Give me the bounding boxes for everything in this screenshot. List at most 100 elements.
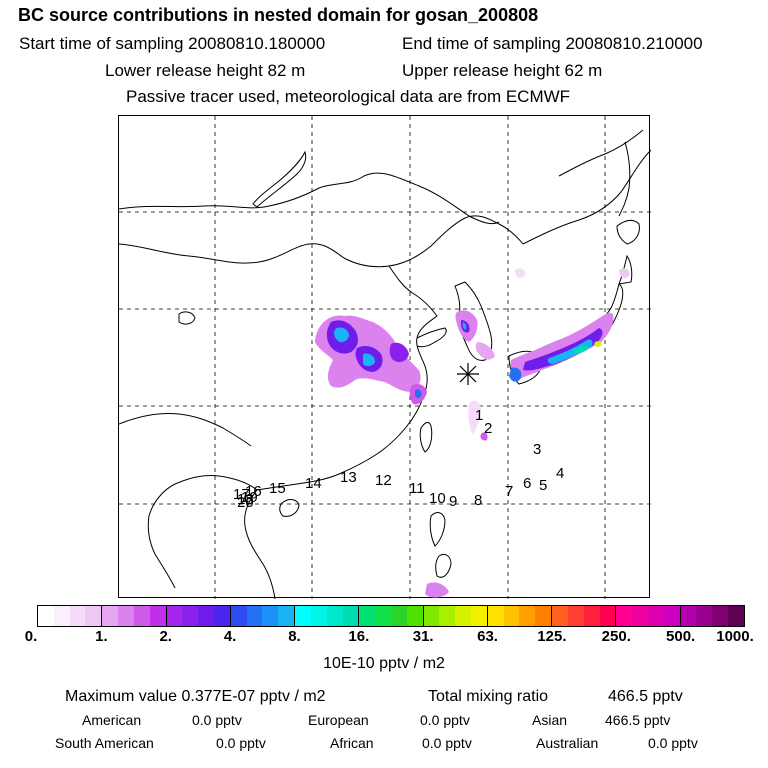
colorbar-cell	[390, 606, 407, 626]
trajectory-label: 3	[533, 441, 541, 458]
graticule	[119, 116, 651, 599]
trajectory-label: 19	[241, 489, 258, 506]
trajectory-label: 6	[523, 475, 531, 492]
colorbar-cell	[230, 606, 247, 626]
colorbar-cell	[295, 606, 311, 626]
region-value: 0.0 pptv	[420, 712, 470, 728]
colorbar-cell	[696, 606, 713, 626]
trajectory-label: 18	[237, 491, 254, 508]
colorbar-segment	[358, 606, 423, 626]
colorbar-tick-label: 0.	[24, 628, 38, 645]
colorbar-cell	[503, 606, 520, 626]
colorbar-cell	[406, 606, 423, 626]
trajectory-label: 16	[245, 483, 262, 500]
max-value-label: Maximum value 0.377E-07 pptv / m2	[65, 688, 326, 705]
colorbar-cell	[535, 606, 552, 626]
region-value: 0.0 pptv	[648, 735, 698, 751]
trajectory-label: 10	[429, 490, 446, 507]
colorbar-cell	[359, 606, 376, 626]
region-name: European	[308, 712, 369, 728]
colorbar-cell	[133, 606, 150, 626]
colorbar-tick-label: 2.	[159, 628, 172, 645]
colorbar-cell	[616, 606, 633, 626]
trajectory-label: 20	[237, 494, 254, 511]
colorbar-cell	[69, 606, 86, 626]
colorbar-tick-label: 63.	[477, 628, 498, 645]
colorbar-cell	[166, 606, 183, 626]
colorbar-cell	[663, 606, 680, 626]
colorbar-cell	[599, 606, 616, 626]
start-time-label: Start time of sampling 20080810.180000	[19, 34, 326, 53]
region-name: Australian	[536, 735, 599, 751]
colorbar-cell	[567, 606, 584, 626]
colorbar-cell	[246, 606, 263, 626]
colorbar-cell	[680, 606, 697, 626]
colorbar-cell	[326, 606, 343, 626]
coastlines	[119, 129, 651, 599]
region-value: 0.0 pptv	[216, 735, 266, 751]
colorbar-cell	[85, 606, 102, 626]
colorbar-segment	[229, 606, 295, 626]
colorbar-cell	[213, 606, 230, 626]
map-panel: 1 2 3 4 5 6 7 8 9 10 11 12 13 14 15 16 1…	[118, 115, 651, 599]
colorbar-cell	[648, 606, 664, 626]
colorbar-tick-label: 16.	[348, 628, 370, 645]
colorbar-cell	[198, 606, 214, 626]
colorbar-cell	[455, 606, 472, 626]
colorbar-cell	[342, 606, 359, 626]
total-mixing-ratio-value: 466.5 pptv	[608, 688, 683, 705]
trajectory-labels: 1 2 3 4 5 6 7 8 9 10 11 12 13 14 15 16 1…	[233, 407, 564, 511]
upper-release-height-label: Upper release height 62 m	[402, 61, 603, 80]
colorbar-segment	[615, 606, 680, 626]
colorbar-segment	[165, 606, 230, 626]
colorbar-cell	[632, 606, 649, 626]
colorbar-cell	[310, 606, 327, 626]
trajectory-label: 11	[409, 480, 425, 497]
colorbar-segment	[679, 606, 744, 626]
trajectory-label: 4	[556, 465, 564, 482]
colorbar-segment	[101, 606, 166, 626]
colorbar-tick-label: 4.	[223, 628, 237, 645]
colorbar-cell	[487, 606, 504, 626]
region-name: Asian	[532, 712, 568, 728]
trajectory-label: 14	[305, 475, 322, 492]
end-time-label: End time of sampling 20080810.210000	[402, 34, 703, 53]
map-canvas: 1 2 3 4 5 6 7 8 9 10 11 12 13 14 15 16 1…	[119, 116, 651, 599]
region-value: 0.0 pptv	[422, 735, 472, 751]
colorbar-cell	[53, 606, 70, 626]
colorbar-cell	[149, 606, 166, 626]
lower-release-height-label: Lower release height 82 m	[105, 61, 306, 80]
trajectory-label: 17	[233, 486, 250, 503]
colorbar-segment	[551, 606, 616, 626]
colorbar-cell	[38, 606, 54, 626]
region-name: American	[82, 712, 142, 728]
colorbar-cell	[423, 606, 440, 626]
region-name: African	[330, 735, 374, 751]
receptor-star-icon	[457, 363, 479, 385]
colorbar-tick-label: 1.	[95, 628, 108, 645]
colorbar-cell	[102, 606, 119, 626]
colorbar-tick-label: 8.	[288, 628, 301, 645]
trajectory-label: 9	[449, 493, 457, 510]
colorbar-tick-label: 500.	[666, 628, 696, 645]
total-mixing-ratio-label: Total mixing ratio	[428, 688, 549, 705]
trajectory-label: 13	[340, 469, 357, 486]
colorbar-cell	[712, 606, 729, 626]
colorbar-cell	[278, 606, 295, 626]
colorbar-unit-label: 10E-10 pptv / m2	[323, 655, 445, 672]
colorbar-tick-labels: 0. 1. 2. 4. 8. 16. 31. 63. 125. 250. 500. 1000.	[0, 628, 768, 648]
colorbar-cell	[583, 606, 600, 626]
footprint-plume	[315, 268, 630, 598]
colorbar-cell	[439, 606, 456, 626]
trajectory-label: 2	[484, 420, 492, 437]
colorbar-cell	[471, 606, 487, 626]
colorbar-tick-label: 31.	[412, 628, 434, 645]
colorbar-cell	[118, 606, 134, 626]
colorbar-tick-label: 250.	[601, 628, 631, 645]
colorbar-cell	[182, 606, 199, 626]
trajectory-label: 15	[269, 480, 286, 497]
colorbar-segment	[294, 606, 359, 626]
trajectory-label: 5	[539, 477, 547, 494]
colorbar-cell	[375, 606, 391, 626]
trajectory-label: 12	[375, 472, 392, 489]
